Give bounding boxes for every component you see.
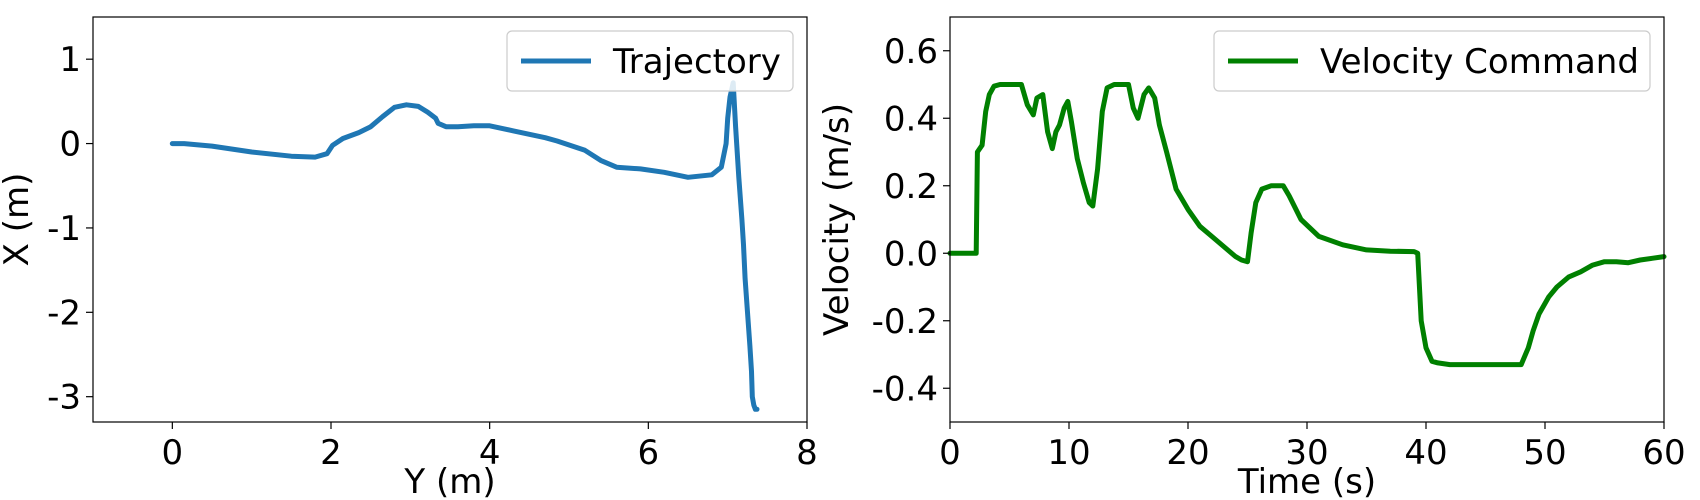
x-tick-label: 10 bbox=[1047, 433, 1090, 473]
x-tick-label: 4 bbox=[479, 433, 501, 473]
y-tick-label: -0.2 bbox=[872, 302, 938, 342]
y-tick-label: 0.6 bbox=[884, 32, 938, 72]
y-axis-label: Velocity (m/s) bbox=[817, 103, 857, 336]
y-tick-label: -2 bbox=[47, 293, 81, 333]
y-tick-label: 0.4 bbox=[884, 99, 938, 139]
series-line-1-1 bbox=[169, 80, 760, 412]
y-tick-label: -3 bbox=[47, 378, 81, 418]
legend: Velocity Command bbox=[1213, 30, 1651, 92]
legend-label: Velocity Command bbox=[1320, 42, 1639, 82]
y-tick-label: 0.2 bbox=[884, 167, 938, 207]
legend-label: Trajectory bbox=[612, 42, 781, 82]
legend-box bbox=[506, 30, 794, 92]
x-tick-label: 40 bbox=[1404, 433, 1447, 473]
x-tick-label: 60 bbox=[1642, 433, 1685, 473]
plot-frame bbox=[92, 16, 808, 423]
y-axis-label: X (m) bbox=[0, 173, 37, 267]
x-tick-label: 30 bbox=[1285, 433, 1328, 473]
x-tick-label: 0 bbox=[162, 433, 184, 473]
y-tick-label: 0.0 bbox=[884, 234, 938, 274]
y-tick-label: -0.4 bbox=[872, 369, 938, 409]
series-line-2-1 bbox=[947, 82, 1667, 368]
x-tick-label: 50 bbox=[1523, 433, 1566, 473]
x-axis-label: Time (s) bbox=[1237, 462, 1376, 500]
x-tick-label: 0 bbox=[939, 433, 961, 473]
legend-box bbox=[1213, 30, 1651, 92]
y-tick-label: -1 bbox=[47, 209, 81, 249]
x-tick-label: 8 bbox=[796, 433, 818, 473]
chart-1: 0 2 4 6 810-1-2-3Y (m)X (m)Trajectory bbox=[0, 16, 818, 500]
legend: Trajectory bbox=[506, 30, 794, 92]
x-axis-label: Y (m) bbox=[403, 462, 495, 500]
x-tick-label: 6 bbox=[638, 433, 660, 473]
x-tick-label: 2 bbox=[320, 433, 342, 473]
y-tick-label: 1 bbox=[59, 40, 81, 80]
y-tick-label: 0 bbox=[59, 125, 81, 165]
x-tick-label: 20 bbox=[1166, 433, 1209, 473]
chart-2: 0 10 20 30 40 50 60 0.6 0.4 0.2 0.0 -0.2 -0.4 Time (s… bbox=[817, 16, 1686, 500]
